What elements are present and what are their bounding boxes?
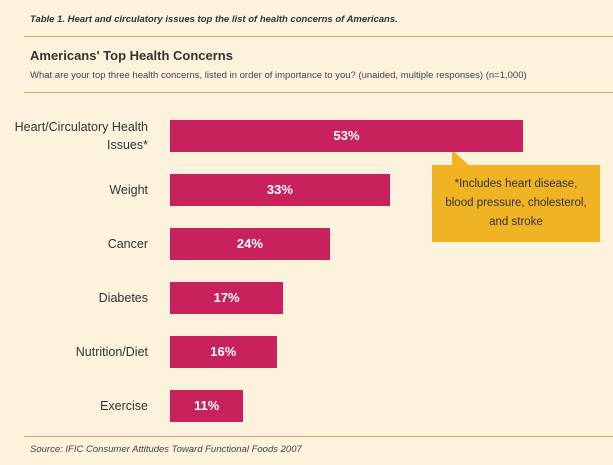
bar <box>170 282 284 314</box>
bar <box>170 228 330 260</box>
value-label: 53% <box>333 128 360 143</box>
value-label: 16% <box>210 344 237 359</box>
rule <box>24 436 613 437</box>
y-tick-label: Weight <box>109 183 148 197</box>
y-tick-label: Exercise <box>100 399 148 413</box>
y-tick-label: Nutrition/Diet <box>75 345 148 359</box>
y-tick-label: Heart/Circulatory Health Issues* <box>14 120 148 152</box>
bar <box>170 120 523 152</box>
chart-title: Americans' Top Health Concerns <box>30 48 233 63</box>
rule <box>24 92 613 93</box>
value-label: 17% <box>213 290 240 305</box>
bar <box>170 390 244 422</box>
value-label: 11% <box>193 398 220 413</box>
value-label: 33% <box>266 182 293 197</box>
value-label: 24% <box>236 236 263 251</box>
bar <box>170 336 277 368</box>
rule <box>24 36 613 37</box>
caption: Table 1. Heart and circulatory issues to… <box>30 14 398 25</box>
y-tick-label: Cancer <box>107 237 148 251</box>
callout-pointer <box>452 150 470 166</box>
bar <box>170 174 390 206</box>
annotation: *Includes heart disease, blood pressure,… <box>432 165 600 242</box>
chart-subtitle: What are your top three health concerns,… <box>30 70 527 81</box>
source: Source: IFIC Consumer Attitudes Toward F… <box>30 444 302 455</box>
y-tick-label: Diabetes <box>98 291 148 305</box>
